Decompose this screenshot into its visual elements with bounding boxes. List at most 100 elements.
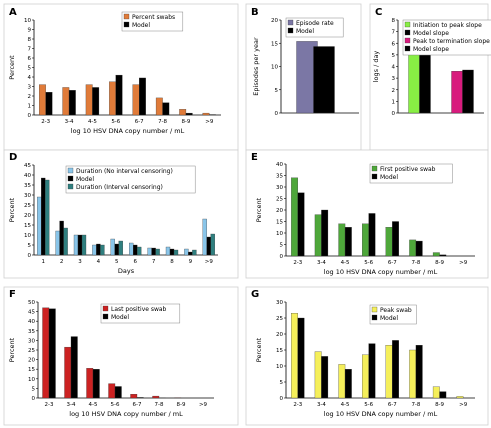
bar bbox=[100, 244, 105, 256]
y-tick-label: 20 bbox=[276, 332, 283, 338]
bar bbox=[169, 248, 175, 256]
bar bbox=[344, 369, 352, 399]
y-tick-label: 20 bbox=[271, 18, 278, 24]
x-tick-label: 2 bbox=[60, 259, 64, 265]
x-tick-label: 6-7 bbox=[388, 260, 397, 266]
bar bbox=[362, 354, 369, 399]
bar bbox=[64, 346, 72, 399]
bar bbox=[63, 227, 68, 256]
legend-label: Model slope bbox=[413, 46, 449, 53]
legend-swatch bbox=[371, 165, 378, 172]
bar bbox=[155, 97, 163, 116]
y-tick-label: 45 bbox=[28, 310, 35, 316]
y-tick-label: 30 bbox=[24, 193, 31, 199]
x-tick-label: 4-5 bbox=[341, 402, 350, 408]
bar bbox=[202, 112, 210, 116]
x-tick-label: 4 bbox=[97, 259, 101, 265]
bar bbox=[137, 246, 142, 256]
bar bbox=[368, 213, 376, 257]
x-tick-label: 8-9 bbox=[181, 119, 190, 125]
x-tick-label: 4-5 bbox=[341, 260, 350, 266]
legend-label: Peak swab bbox=[380, 307, 412, 314]
panel-label: B bbox=[251, 7, 259, 18]
bar bbox=[202, 218, 207, 256]
bar bbox=[110, 238, 115, 256]
bar bbox=[152, 395, 160, 399]
y-tick-label: 0 bbox=[392, 111, 396, 117]
bar bbox=[132, 84, 140, 116]
y-tick-label: 8 bbox=[392, 18, 396, 24]
panel-label: G bbox=[251, 289, 259, 300]
bar bbox=[313, 46, 335, 114]
x-tick-label: 5-6 bbox=[364, 402, 373, 408]
bar bbox=[314, 214, 322, 257]
bar bbox=[385, 227, 393, 257]
bar bbox=[338, 223, 346, 257]
y-axis-label: Percent bbox=[8, 337, 16, 362]
y-tick-label: 35 bbox=[28, 329, 35, 335]
bar bbox=[432, 386, 440, 399]
legend-label: Last positive swab bbox=[111, 306, 167, 313]
bar bbox=[291, 313, 298, 399]
panel-a: A 0 1 2 3 4 5 6 7 8 9 10 Percent 2-3 3-4 4-5 5-6 6-7 7-8 8-… bbox=[3, 3, 239, 151]
y-tick-label: 8 bbox=[28, 37, 32, 43]
y-tick-label: 1 bbox=[28, 104, 32, 110]
bar bbox=[42, 307, 50, 399]
bar bbox=[392, 340, 399, 399]
y-tick-label: 15 bbox=[276, 220, 283, 226]
panel-label: A bbox=[9, 7, 17, 18]
bar bbox=[362, 223, 369, 257]
y-tick-label: 7 bbox=[392, 30, 396, 36]
bar bbox=[45, 92, 53, 116]
y-tick-label: 0 bbox=[28, 113, 32, 119]
y-tick-label: 15 bbox=[271, 41, 278, 47]
bar bbox=[114, 243, 119, 256]
x-tick-label: 5 bbox=[115, 259, 119, 265]
legend-label: Model bbox=[380, 315, 398, 322]
bar bbox=[115, 74, 123, 116]
legend-swatch bbox=[371, 306, 378, 313]
panel-c: C 0 1 2 3 4 5 6 7 8 logs / day Initiation to peak s… bbox=[369, 3, 491, 151]
y-tick-label: 4 bbox=[392, 65, 396, 71]
x-tick-label: 2-3 bbox=[45, 402, 54, 408]
y-tick-label: 20 bbox=[24, 213, 31, 219]
bar bbox=[41, 177, 46, 256]
y-axis-label: Percent bbox=[255, 197, 263, 222]
bar bbox=[291, 177, 298, 257]
legend-swatch bbox=[67, 183, 74, 190]
bar bbox=[165, 246, 171, 256]
legend-swatch bbox=[102, 313, 109, 320]
bar bbox=[321, 356, 329, 399]
y-tick-label: 15 bbox=[28, 367, 35, 373]
x-axis-label: log 10 HSV DNA copy number / mL bbox=[69, 410, 183, 418]
bar bbox=[432, 252, 440, 257]
bar bbox=[81, 234, 87, 256]
y-tick-label: 5 bbox=[392, 53, 396, 59]
x-tick-label: 6-7 bbox=[133, 402, 142, 408]
bar bbox=[114, 386, 122, 399]
y-tick-label: 30 bbox=[276, 300, 283, 306]
x-tick-label: 3-4 bbox=[317, 260, 326, 266]
y-tick-label: 10 bbox=[28, 377, 35, 383]
panel-e: E 0 5 10 15 20 25 30 35 40 Percent 2-3 3-4 4-5 5-6 6-7 7… bbox=[245, 149, 489, 279]
x-tick-label: 3-4 bbox=[317, 402, 326, 408]
y-tick-label: 25 bbox=[24, 203, 31, 209]
x-tick-label: >9 bbox=[459, 260, 468, 266]
bar bbox=[48, 308, 56, 399]
y-tick-label: 4 bbox=[28, 75, 32, 81]
y-tick-label: 20 bbox=[28, 358, 35, 364]
bar bbox=[297, 192, 305, 257]
x-tick-label: 9 bbox=[189, 259, 193, 265]
panel-f: F 0 5 10 15 20 25 30 35 40 45 50 Percent 2-3 3-4 4-5 5-6… bbox=[3, 286, 239, 426]
y-tick-label: 40 bbox=[276, 162, 283, 168]
y-tick-label: 1 bbox=[392, 99, 396, 105]
y-axis-label: Percent bbox=[8, 55, 16, 80]
y-tick-label: 2 bbox=[28, 94, 32, 100]
legend-label: Model bbox=[296, 28, 314, 35]
legend-label: Model bbox=[380, 174, 398, 181]
y-tick-label: 10 bbox=[276, 231, 283, 237]
bar bbox=[462, 69, 474, 114]
bar bbox=[409, 349, 417, 399]
